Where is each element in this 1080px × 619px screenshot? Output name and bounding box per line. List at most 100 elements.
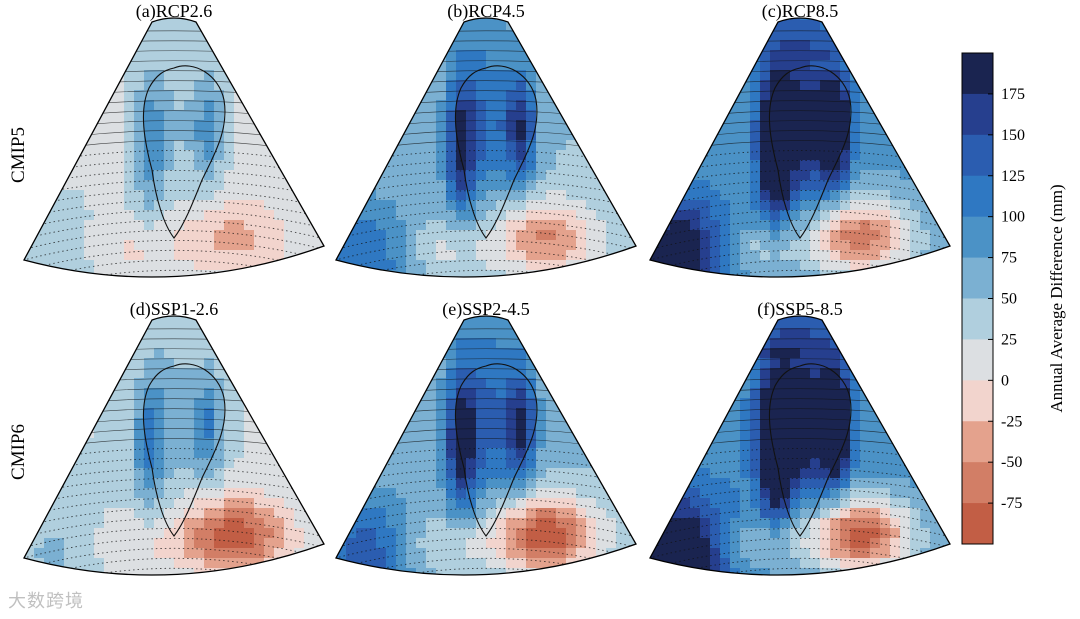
field-cell <box>690 348 701 359</box>
field-cell <box>386 50 397 61</box>
field-cell <box>396 120 407 131</box>
field-cell <box>790 160 801 171</box>
field-cell <box>244 458 255 469</box>
field-cell <box>144 220 155 231</box>
field-cell <box>84 316 95 319</box>
field-cell <box>626 328 636 339</box>
field-cell <box>194 280 205 291</box>
field-cell <box>426 80 437 91</box>
field-cell <box>750 348 761 359</box>
field-cell <box>124 130 135 141</box>
field-cell <box>476 100 487 111</box>
field-cell <box>284 428 295 439</box>
field-cell <box>396 468 407 479</box>
field-cell <box>616 30 627 41</box>
field-cell <box>114 180 125 191</box>
field-cell <box>556 190 567 201</box>
field-cell <box>64 220 75 231</box>
field-cell <box>780 408 791 419</box>
field-cell <box>234 418 245 429</box>
field-cell <box>456 368 467 379</box>
field-cell <box>900 358 911 369</box>
field-cell <box>670 18 681 21</box>
field-cell <box>124 418 135 429</box>
field-cell <box>234 378 245 389</box>
field-cell <box>780 150 791 161</box>
field-cell <box>516 190 527 201</box>
field-cell <box>840 120 851 131</box>
field-cell <box>396 210 407 221</box>
field-cell <box>54 250 65 261</box>
field-cell <box>386 408 397 419</box>
field-cell <box>174 230 185 241</box>
field-cell <box>34 250 45 261</box>
field-cell <box>710 358 721 369</box>
field-cell <box>516 498 527 509</box>
field-cell <box>54 210 65 221</box>
field-cell <box>790 368 801 379</box>
field-cell <box>264 328 275 339</box>
field-cell <box>274 70 285 81</box>
field-cell <box>254 220 265 231</box>
field-cell <box>294 18 305 21</box>
field-cell <box>890 316 901 319</box>
field-cell <box>274 150 285 161</box>
field-cell <box>556 528 567 539</box>
field-cell <box>446 458 457 469</box>
field-cell <box>476 548 487 559</box>
field-cell <box>496 120 507 131</box>
field-cell <box>606 316 617 319</box>
field-cell <box>396 300 407 311</box>
hatch-line <box>24 210 324 232</box>
field-cell <box>396 358 407 369</box>
field-cell <box>626 468 636 479</box>
field-cell <box>840 30 851 41</box>
field-cell <box>780 80 791 91</box>
field-cell <box>134 120 145 131</box>
field-cell <box>536 388 547 399</box>
field-cell <box>274 220 285 231</box>
field-cell <box>174 378 185 389</box>
field-cell <box>730 398 741 409</box>
field-cell <box>730 130 741 141</box>
hatch-line <box>24 239 324 264</box>
field-cell <box>204 558 215 569</box>
field-cell <box>730 180 741 191</box>
field-cell <box>576 368 587 379</box>
field-cell <box>900 280 911 291</box>
field-cell <box>566 408 577 419</box>
field-cell <box>720 316 731 319</box>
field-cell <box>920 398 931 409</box>
field-cell <box>870 200 881 211</box>
field-cell <box>314 300 325 311</box>
field-cell <box>486 518 497 529</box>
field-cell <box>860 50 871 61</box>
field-cell <box>536 260 547 271</box>
field-cell <box>406 558 417 569</box>
field-cell <box>356 160 367 171</box>
field-cell <box>880 230 891 241</box>
field-cell <box>516 220 527 231</box>
field-cell <box>466 558 477 569</box>
field-cell <box>626 388 636 399</box>
field-cell <box>356 90 367 101</box>
field-cell <box>576 300 587 311</box>
field-cell <box>224 150 235 161</box>
field-cell <box>244 300 255 311</box>
field-cell <box>486 70 497 81</box>
field-cell <box>900 190 911 201</box>
field-cell <box>426 398 437 409</box>
field-cell <box>780 250 791 261</box>
field-cell <box>626 518 636 529</box>
field-cell <box>114 478 125 489</box>
field-cell <box>566 130 577 141</box>
field-cell <box>386 548 397 559</box>
field-cell <box>566 290 577 301</box>
field-cell <box>436 528 447 539</box>
field-cell <box>134 498 145 509</box>
field-cell <box>526 378 537 389</box>
field-cell <box>476 190 487 201</box>
field-cell <box>406 498 417 509</box>
field-cell <box>294 358 305 369</box>
field-cell <box>516 230 527 241</box>
